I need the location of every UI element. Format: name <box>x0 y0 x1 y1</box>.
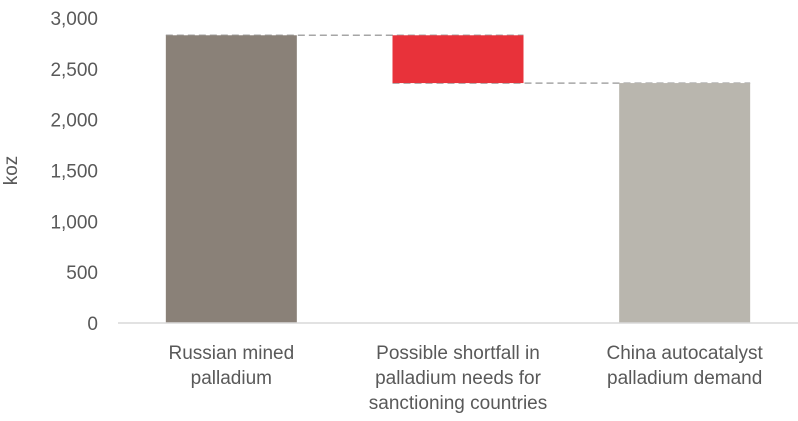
bar-1 <box>165 35 297 324</box>
y-axis-ticks: 0 500 1,000 1,500 2,000 2,500 3,000 <box>50 9 98 335</box>
y-axis-label: koz <box>1 156 22 186</box>
bars <box>165 35 751 324</box>
category-label: China autocatalyst palladium demand <box>607 343 764 389</box>
y-tick-label: 500 <box>66 263 98 284</box>
y-tick-label: 1,500 <box>50 162 98 183</box>
y-tick-label: 2,500 <box>50 60 98 81</box>
category-label: Russian mined palladium <box>168 343 294 389</box>
y-tick-label: 2,000 <box>50 111 98 132</box>
category-labels: Russian mined palladium Possible shortfall… <box>168 343 763 414</box>
y-tick-label: 3,000 <box>50 9 98 30</box>
y-tick-label: 0 <box>87 314 98 335</box>
y-tick-label: 1,000 <box>50 212 98 233</box>
bar-2 <box>392 35 524 84</box>
bar-3 <box>619 83 751 323</box>
category-label: Possible shortfall in palladium needs for… <box>369 343 548 414</box>
